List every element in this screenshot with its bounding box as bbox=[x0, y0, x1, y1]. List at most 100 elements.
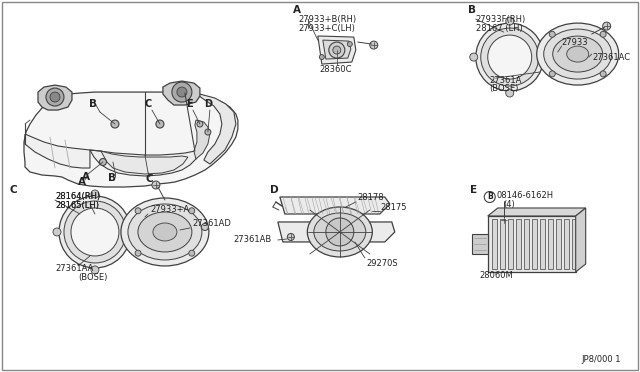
Circle shape bbox=[197, 121, 203, 127]
Circle shape bbox=[326, 218, 354, 246]
Circle shape bbox=[177, 87, 187, 97]
Polygon shape bbox=[90, 150, 200, 176]
Polygon shape bbox=[163, 81, 200, 105]
Circle shape bbox=[172, 82, 192, 102]
Circle shape bbox=[91, 266, 99, 274]
Bar bbox=[500, 219, 505, 269]
Circle shape bbox=[348, 42, 352, 46]
Ellipse shape bbox=[64, 201, 126, 263]
Ellipse shape bbox=[307, 207, 372, 257]
Text: 28165(LH): 28165(LH) bbox=[55, 202, 99, 211]
Text: (4): (4) bbox=[504, 201, 515, 209]
Ellipse shape bbox=[566, 46, 589, 62]
Circle shape bbox=[549, 31, 556, 37]
Text: 28164(RH): 28164(RH) bbox=[55, 192, 100, 202]
Bar bbox=[524, 219, 529, 269]
Bar bbox=[516, 219, 521, 269]
Circle shape bbox=[549, 71, 556, 77]
Polygon shape bbox=[278, 222, 395, 242]
Circle shape bbox=[470, 53, 477, 61]
Text: 27933+A: 27933+A bbox=[150, 205, 189, 215]
Circle shape bbox=[53, 228, 61, 236]
Text: JP8/000 1: JP8/000 1 bbox=[582, 355, 621, 365]
Polygon shape bbox=[488, 208, 586, 216]
Ellipse shape bbox=[59, 196, 131, 268]
Polygon shape bbox=[24, 92, 238, 187]
Text: 27361AB: 27361AB bbox=[234, 235, 272, 244]
Ellipse shape bbox=[314, 213, 366, 251]
Text: A: A bbox=[82, 172, 90, 182]
Circle shape bbox=[329, 42, 345, 58]
Ellipse shape bbox=[121, 198, 209, 266]
Circle shape bbox=[603, 22, 611, 30]
Circle shape bbox=[91, 190, 99, 198]
Circle shape bbox=[319, 55, 324, 60]
Polygon shape bbox=[101, 151, 188, 174]
Ellipse shape bbox=[488, 35, 532, 79]
Text: E: E bbox=[470, 185, 477, 195]
Circle shape bbox=[506, 89, 514, 97]
Text: (BOSE): (BOSE) bbox=[78, 273, 108, 282]
Circle shape bbox=[135, 250, 141, 256]
Text: 27361AD: 27361AD bbox=[192, 219, 231, 228]
Circle shape bbox=[156, 120, 164, 128]
Text: 08146-6162H: 08146-6162H bbox=[497, 192, 554, 201]
Text: C: C bbox=[145, 99, 152, 109]
Ellipse shape bbox=[544, 29, 612, 79]
Circle shape bbox=[333, 46, 341, 54]
Polygon shape bbox=[323, 40, 351, 59]
Ellipse shape bbox=[153, 223, 177, 241]
Ellipse shape bbox=[138, 212, 192, 252]
Circle shape bbox=[189, 250, 195, 256]
Text: C: C bbox=[146, 174, 154, 184]
Text: E: E bbox=[186, 99, 193, 109]
Circle shape bbox=[202, 224, 209, 231]
Bar bbox=[532, 219, 537, 269]
Text: 27933F(RH): 27933F(RH) bbox=[476, 15, 526, 23]
Text: B: B bbox=[108, 173, 116, 183]
Circle shape bbox=[500, 217, 508, 224]
Ellipse shape bbox=[537, 23, 619, 85]
Text: 28178: 28178 bbox=[358, 193, 385, 202]
Circle shape bbox=[541, 53, 550, 61]
Circle shape bbox=[50, 92, 60, 102]
Text: 27361AA: 27361AA bbox=[55, 264, 93, 273]
Circle shape bbox=[111, 120, 119, 128]
Circle shape bbox=[600, 31, 606, 37]
Circle shape bbox=[205, 129, 211, 135]
Bar bbox=[548, 219, 553, 269]
Circle shape bbox=[152, 181, 160, 189]
Circle shape bbox=[129, 228, 137, 236]
Polygon shape bbox=[194, 120, 210, 159]
Text: B: B bbox=[487, 192, 493, 202]
Polygon shape bbox=[472, 234, 488, 254]
Text: 27933: 27933 bbox=[562, 38, 588, 46]
Circle shape bbox=[46, 88, 64, 106]
Bar bbox=[572, 219, 577, 269]
Circle shape bbox=[370, 41, 378, 49]
Bar bbox=[540, 219, 545, 269]
Circle shape bbox=[135, 208, 141, 214]
Text: 28167 (LH): 28167 (LH) bbox=[476, 23, 522, 33]
Text: 27361A: 27361A bbox=[490, 76, 522, 84]
Polygon shape bbox=[280, 197, 390, 214]
Text: 28175: 28175 bbox=[381, 203, 407, 212]
Text: C: C bbox=[10, 185, 18, 195]
Text: 28060M: 28060M bbox=[480, 272, 514, 280]
Polygon shape bbox=[25, 134, 90, 168]
Ellipse shape bbox=[71, 208, 119, 256]
Circle shape bbox=[600, 71, 606, 77]
Text: 27361AC: 27361AC bbox=[593, 52, 631, 62]
Polygon shape bbox=[318, 36, 356, 64]
Circle shape bbox=[506, 17, 514, 25]
Text: D: D bbox=[270, 185, 278, 195]
Polygon shape bbox=[198, 94, 236, 164]
Polygon shape bbox=[576, 208, 586, 272]
Text: 27933+C(LH): 27933+C(LH) bbox=[299, 23, 356, 33]
Ellipse shape bbox=[481, 28, 539, 86]
Polygon shape bbox=[38, 85, 72, 110]
Text: B: B bbox=[468, 5, 476, 15]
Circle shape bbox=[287, 234, 294, 240]
Text: 28360C: 28360C bbox=[319, 65, 352, 74]
Text: A: A bbox=[293, 5, 301, 15]
